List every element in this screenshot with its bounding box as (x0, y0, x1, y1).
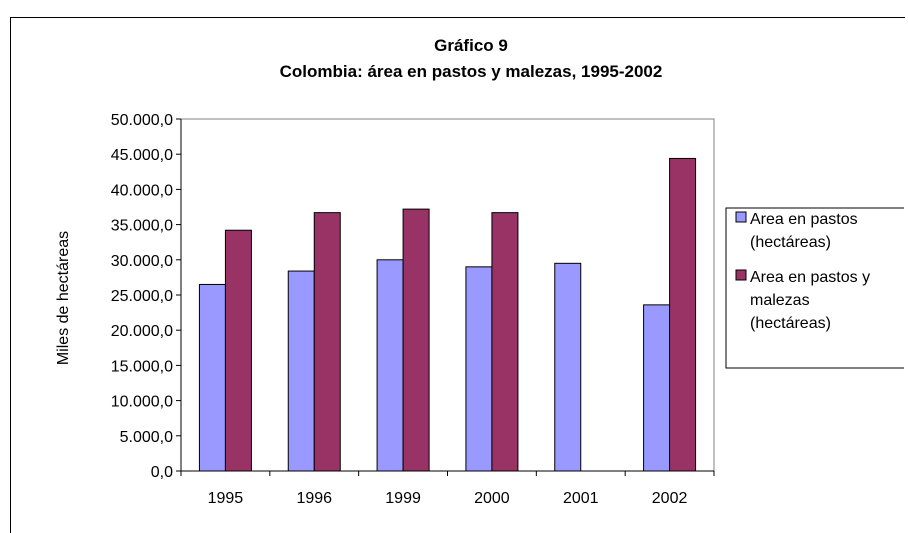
bar-series-1 (643, 304, 671, 472)
bar-series-1 (287, 270, 315, 472)
x-tick-label: 1999 (385, 490, 421, 507)
x-tick-label: 2000 (474, 490, 510, 507)
chart-frame: Gráfico 9 Colombia: área en pastos y mal… (10, 17, 905, 533)
bar-series-2 (402, 208, 430, 472)
y-tick-label: 40.000,0 (111, 182, 173, 199)
legend-label: (hectáreas) (750, 234, 831, 251)
y-tick-label: 0,0 (151, 464, 173, 481)
x-tick-label: 1996 (296, 490, 332, 507)
bar-series-1 (554, 262, 582, 472)
bar-series-2 (224, 229, 252, 472)
y-tick-label: 15.000,0 (111, 358, 173, 375)
bar-series-1 (198, 283, 226, 472)
y-tick-label: 20.000,0 (111, 323, 173, 340)
chart-title: Gráfico 9 (434, 36, 508, 55)
bar-series-1 (465, 266, 493, 472)
y-axis: 0,0 5.000,0 10.000,0 15.000,0 20.000,0 25.000… (111, 112, 182, 481)
y-tick-label: 50.000,0 (111, 112, 173, 129)
y-tick-label: 45.000,0 (111, 147, 173, 164)
y-tick-label: 30.000,0 (111, 253, 173, 270)
legend-swatch (735, 211, 747, 223)
bars (198, 157, 697, 472)
bar-series-2 (491, 212, 519, 472)
y-tick-label: 10.000,0 (111, 394, 173, 411)
x-tick-label: 2001 (563, 490, 599, 507)
x-tick-label: 1995 (208, 490, 244, 507)
bar-series-2 (313, 212, 341, 472)
chart-subtitle: Colombia: área en pastos y malezas, 1995… (280, 62, 663, 81)
legend-label: malezas (750, 292, 810, 309)
legend-label: Area en pastos (750, 211, 858, 228)
legend: Area en pastos (hectáreas) Area en pastos … (735, 211, 870, 332)
bar-series-1 (376, 259, 404, 472)
legend-label: (hectáreas) (750, 315, 831, 332)
legend-swatch (735, 269, 747, 281)
y-tick-label: 25.000,0 (111, 288, 173, 305)
plot-area (180, 118, 715, 472)
legend-box (725, 207, 904, 369)
y-axis-title: Miles de hectáreas (55, 231, 72, 365)
y-tick-label: 35.000,0 (111, 218, 173, 235)
legend-label: Area en pastos y (750, 269, 870, 286)
x-tick-label: 2002 (652, 490, 688, 507)
chart-svg: Gráfico 9 Colombia: área en pastos y mal… (55, 36, 904, 507)
y-tick-label: 5.000,0 (120, 429, 173, 446)
bar-series-2 (669, 157, 697, 472)
x-axis: 1995 1996 1999 2000 2001 2002 (180, 470, 715, 507)
